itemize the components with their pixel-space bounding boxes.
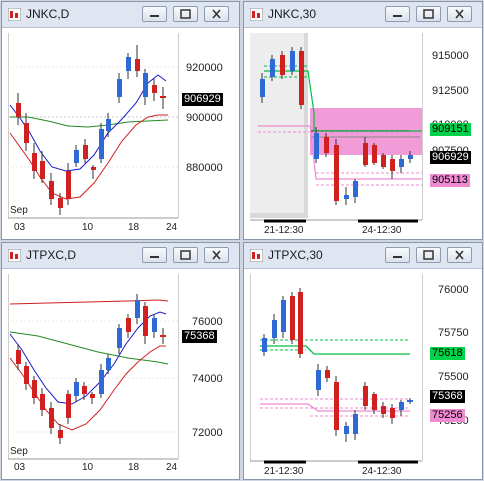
close-button[interactable] — [447, 247, 472, 263]
close-button[interactable] — [204, 247, 229, 263]
window-title: JNKC,D — [26, 7, 70, 21]
pink-level-badge: 905113 — [430, 174, 470, 187]
x-tick-label: 21-12:30 — [264, 466, 304, 477]
window-title: JTPXC,D — [26, 248, 77, 262]
title-bar[interactable]: JTPXC,D — [2, 243, 239, 269]
chart-window-jnkc-30[interactable]: JNKC,30 — [243, 1, 483, 240]
x-tick-label: 21-12:30 — [264, 225, 304, 236]
y-tick-label: 900000 — [186, 112, 223, 124]
minimize-button[interactable] — [142, 6, 167, 22]
minimize-button[interactable] — [385, 247, 410, 263]
x-tick-label: 24 — [166, 222, 178, 233]
green-line — [260, 345, 410, 355]
y-tick-label: 75750 — [438, 327, 469, 339]
price-plot[interactable]: 21-12:30 24-12:30 — [250, 274, 422, 479]
title-bar[interactable]: JTPXC,30 — [244, 243, 482, 269]
y-axis: 76000 75750 75500 75250 — [422, 274, 469, 461]
last-price-badge: 906929 — [182, 93, 223, 106]
close-icon — [455, 250, 464, 260]
pink-line — [258, 125, 422, 180]
minimize-icon — [393, 256, 402, 258]
y-tick-label: 74000 — [192, 373, 223, 385]
y-tick-label: 915000 — [432, 50, 469, 62]
y-tick-label: 76000 — [192, 316, 223, 328]
title-bar[interactable]: JNKC,30 — [244, 2, 482, 28]
x-tick-label: 18 — [128, 462, 140, 473]
window-title: JNKC,30 — [268, 7, 317, 21]
x-tick-label: 24 — [166, 462, 178, 473]
long-average-red — [9, 299, 169, 305]
x-tick-label: 24-12:30 — [362, 225, 402, 236]
maximize-button[interactable] — [173, 247, 198, 263]
x-tick-label: 03 — [14, 222, 26, 233]
x-tick-label: 03 — [14, 462, 26, 473]
moving-average-red — [9, 114, 168, 200]
pink-level-badge: 75256 — [430, 409, 465, 422]
price-plot[interactable]: Sep 03 10 18 24 — [8, 274, 178, 474]
app-icon — [8, 249, 21, 262]
y-axis: 920000 900000 880000 — [178, 33, 223, 218]
maximize-icon — [180, 9, 191, 19]
chart-window-jtpxc-d[interactable]: JTPXC,D — [1, 242, 240, 480]
y-tick-label: 72000 — [192, 427, 223, 439]
last-price-badge: 75368 — [182, 330, 217, 343]
candles — [260, 47, 413, 205]
chart-window-jtpxc-30[interactable]: JTPXC,30 — [243, 242, 483, 480]
month-label: Sep — [10, 205, 28, 216]
last-price-badge: 75368 — [430, 390, 465, 403]
app-icon — [250, 249, 263, 262]
x-tick-label: 18 — [128, 222, 140, 233]
x-tick-label: 24-12:30 — [362, 466, 402, 477]
y-tick-label: 76000 — [438, 284, 469, 296]
maximize-icon — [423, 250, 434, 260]
close-icon — [212, 9, 221, 19]
minimize-icon — [150, 256, 159, 258]
app-icon — [250, 8, 263, 21]
moving-average-green — [9, 331, 169, 365]
last-price-badge: 906929 — [430, 151, 471, 164]
candles — [16, 45, 166, 215]
shaded-region-inner — [250, 33, 304, 213]
green-level-badge: 909151 — [430, 123, 471, 136]
close-button[interactable] — [447, 6, 472, 22]
y-tick-label: 880000 — [186, 162, 223, 174]
maximize-icon — [180, 250, 191, 260]
x-tick-label: 10 — [82, 462, 94, 473]
close-button[interactable] — [204, 6, 229, 22]
x-tick-label: 10 — [82, 222, 94, 233]
minimize-icon — [150, 15, 159, 17]
chart-window-jnkc-d[interactable]: JNKC,D — [1, 1, 240, 240]
y-axis: 76000 74000 72000 — [178, 274, 223, 459]
title-bar[interactable]: JNKC,D — [2, 2, 239, 28]
y-tick-label: 920000 — [186, 62, 223, 74]
moving-average-green — [10, 116, 169, 128]
candles — [262, 288, 413, 442]
maximize-button[interactable] — [416, 247, 441, 263]
close-icon — [212, 250, 221, 260]
close-icon — [455, 9, 464, 19]
y-tick-label: 75500 — [438, 371, 469, 383]
app-icon — [8, 8, 21, 21]
maximize-button[interactable] — [173, 6, 198, 22]
maximize-icon — [423, 9, 434, 19]
minimize-icon — [393, 15, 402, 17]
maximize-button[interactable] — [416, 6, 441, 22]
minimize-button[interactable] — [142, 247, 167, 263]
price-plot[interactable]: 21-12:30 24-12:30 — [250, 33, 422, 238]
month-label: Sep — [10, 446, 28, 457]
window-title: JTPXC,30 — [268, 248, 323, 262]
minimize-button[interactable] — [385, 6, 410, 22]
y-tick-label: 912500 — [432, 85, 469, 97]
green-level-badge: 75618 — [430, 347, 465, 360]
candles — [16, 294, 166, 444]
price-plot[interactable]: Sep 03 10 18 24 — [8, 33, 178, 233]
